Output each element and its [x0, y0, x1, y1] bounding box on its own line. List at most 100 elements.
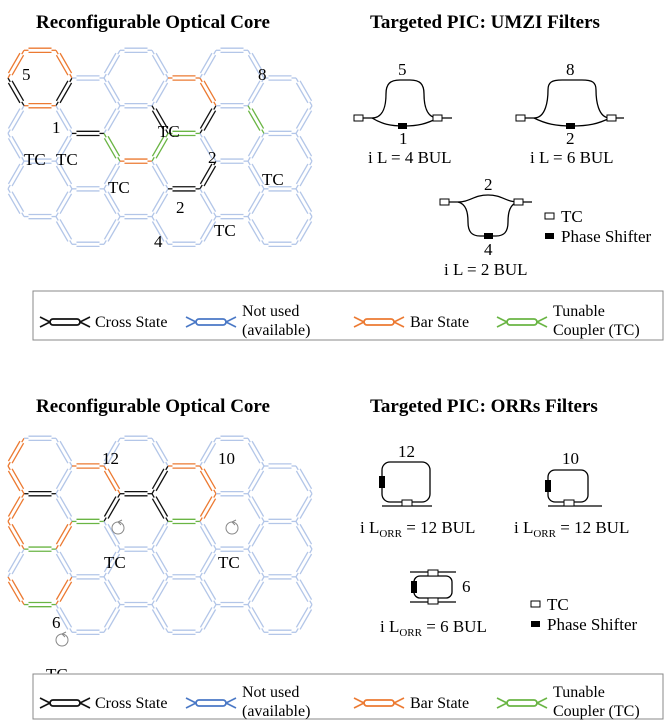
grid-top-edge — [151, 133, 169, 162]
grid-bottom-edge — [216, 601, 248, 608]
grid-top-edge — [103, 105, 121, 134]
grid-bottom-edge — [247, 576, 265, 605]
grid-top-edge — [199, 77, 217, 107]
grid-top-edge — [24, 47, 56, 54]
bottom-key-tc-label: TC — [547, 595, 569, 614]
umzi-1-top-label: 5 — [398, 60, 407, 79]
grid-bottom-edge — [72, 518, 104, 525]
grid-bottom-edge — [120, 490, 152, 497]
top-panel: Reconfigurable Optical Core Targeted PIC… — [7, 12, 664, 341]
grid-top-edge — [55, 160, 73, 190]
grid-top-edge — [103, 133, 121, 162]
grid-bottom-edge — [199, 493, 217, 522]
orr-2-phase-shifter — [545, 480, 551, 492]
bottom-key-tc-icon — [530, 600, 541, 608]
grid-top-edge — [55, 105, 73, 134]
umzi-3-tc-left — [439, 198, 450, 206]
legend2-tc-swatch — [496, 697, 548, 709]
top-legend-box — [32, 290, 664, 341]
grid-bottom-edge — [103, 493, 121, 522]
top-key-ps-label: Phase Shifter — [561, 227, 652, 246]
grid-top-edge — [247, 216, 265, 245]
grid-top-edge — [295, 133, 313, 162]
top-key-tc-label: TC — [561, 207, 583, 226]
grid-bottom-edge — [199, 548, 217, 578]
grid-bottom-edge — [120, 546, 152, 552]
grid-bottom-edge — [168, 518, 200, 525]
bottom-legend-box — [32, 673, 664, 720]
legend2-unused-swatch — [185, 697, 237, 709]
grid-bottom-edge — [247, 604, 265, 633]
grid-top-edge — [120, 213, 152, 220]
orr-1-tc — [401, 499, 413, 507]
grid-bottom-edge — [72, 629, 104, 636]
top-tc-label-b: TC — [56, 150, 78, 169]
umzi-2-long-arm — [518, 79, 624, 119]
orr-3-caption: i LORR = 6 BUL — [380, 617, 487, 639]
grid-top-edge — [216, 158, 248, 164]
bottom-legend: Cross State Not used (available) Bar Sta… — [32, 673, 664, 720]
grid-top-edge — [247, 49, 265, 79]
grid-bottom-edge — [216, 435, 248, 442]
grid-top-edge — [168, 75, 200, 81]
orr-1-number: 12 — [398, 442, 415, 461]
grid-bottom-edge — [199, 465, 217, 495]
grid-bottom-edge — [7, 437, 25, 467]
grid-bottom-edge — [24, 435, 56, 442]
grid-bottom-edge — [24, 490, 56, 497]
grid-bottom-edge — [216, 546, 248, 552]
circulation-icon-3 — [55, 631, 69, 647]
grid-bottom-edge — [151, 548, 169, 578]
grid-top-edge — [216, 47, 248, 54]
grid-bottom-edge — [247, 548, 265, 578]
grid-bottom-edge — [55, 604, 73, 633]
grid-top-edge — [264, 75, 296, 81]
umzi-1-bottom-label: 1 — [399, 129, 408, 148]
grid-top-edge — [247, 77, 265, 107]
grid-top-edge — [55, 188, 73, 217]
grid-top-edge — [24, 158, 56, 164]
legend-tc-line2: Coupler (TC) — [553, 322, 640, 339]
orr-2-caption-pre: i L — [514, 518, 533, 537]
umzi-3-bottom-label: 4 — [484, 240, 493, 259]
orr-filter-1: 12 i LORR = 12 BUL — [360, 442, 475, 540]
grid-top-edge — [247, 188, 265, 217]
grid-bottom-edge — [103, 548, 121, 578]
grid-bottom-edge — [199, 437, 217, 467]
grid-top-edge — [199, 188, 217, 217]
grid-top-edge — [7, 49, 25, 79]
orr-2-ring — [547, 469, 589, 503]
bottom-hex-mesh — [7, 435, 313, 636]
grid-top-edge — [103, 216, 121, 245]
grid-top-edge — [247, 133, 265, 162]
umzi-2-caption: i L = 6 BUL — [530, 148, 614, 167]
grid-top-edge — [264, 130, 296, 137]
grid-top-edge — [7, 105, 25, 134]
grid-top-edge — [199, 133, 217, 162]
legend-cross-label: Cross State — [95, 314, 167, 331]
grid-bottom-edge — [151, 493, 169, 522]
umzi-3-caption: i L = 2 BUL — [444, 260, 528, 279]
top-hex-mesh — [7, 47, 313, 248]
top-label-4: 4 — [154, 232, 163, 251]
umzi-3-top-label: 2 — [484, 175, 493, 194]
grid-top-edge — [151, 216, 169, 245]
grid-bottom-edge — [72, 463, 104, 469]
grid-bottom-edge — [55, 437, 73, 467]
grid-bottom-edge — [103, 604, 121, 633]
grid-top-edge — [55, 77, 73, 107]
legend-bar-label: Bar State — [410, 314, 469, 331]
grid-top-edge — [295, 216, 313, 245]
grid-top-edge — [199, 160, 217, 190]
grid-bottom-edge — [247, 493, 265, 522]
grid-bottom-edge — [264, 463, 296, 469]
grid-top-edge — [151, 105, 169, 134]
grid-top-edge — [151, 160, 169, 190]
grid-bottom-edge — [247, 521, 265, 550]
bottom-key-ps-icon — [531, 621, 540, 627]
grid-top-edge — [199, 105, 217, 134]
top-tc-label-a: TC — [24, 150, 46, 169]
grid-top-edge — [199, 49, 217, 79]
grid-top-edge — [247, 160, 265, 190]
legend2-cross-label: Cross State — [95, 695, 167, 712]
